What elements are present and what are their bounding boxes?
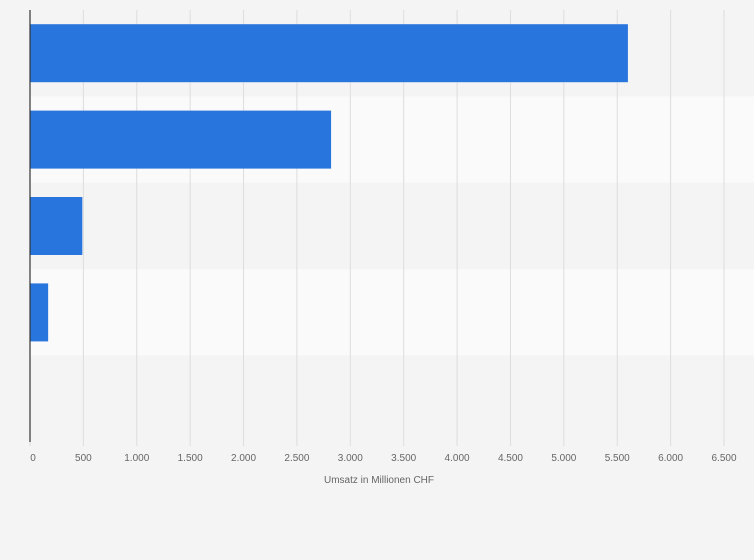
bar [30, 283, 49, 342]
x-tick-label: 0 [30, 453, 36, 464]
x-tick-label: 1.500 [178, 453, 203, 464]
row-band [30, 269, 754, 356]
x-tick-label: 3.500 [391, 453, 416, 464]
x-tick-label: 3.000 [338, 453, 363, 464]
row-bands [30, 10, 754, 442]
bar [30, 110, 332, 169]
x-tick-label: 6.000 [658, 453, 683, 464]
x-tick-label: 1.000 [124, 453, 149, 464]
bars [30, 24, 628, 342]
x-tick-label: 4.500 [498, 453, 523, 464]
x-axis-ticks: 0 500 1.000 1.500 2.000 2.500 3.000 3.500 4.000 4… [29, 442, 737, 464]
bar [30, 24, 628, 83]
x-tick-label: 5.500 [605, 453, 630, 464]
x-tick-label: 500 [75, 453, 92, 464]
row-band [30, 355, 754, 442]
x-tick-label: 5.000 [551, 453, 576, 464]
x-tick-label: 2.000 [231, 453, 256, 464]
x-tick-label: 4.000 [445, 453, 470, 464]
x-tick-label: 6.500 [711, 453, 736, 464]
row-band [30, 182, 754, 270]
x-axis-label: Umsatz in Millionen CHF [324, 475, 434, 486]
bar [30, 197, 83, 255]
x-tick-label: 2.500 [284, 453, 309, 464]
